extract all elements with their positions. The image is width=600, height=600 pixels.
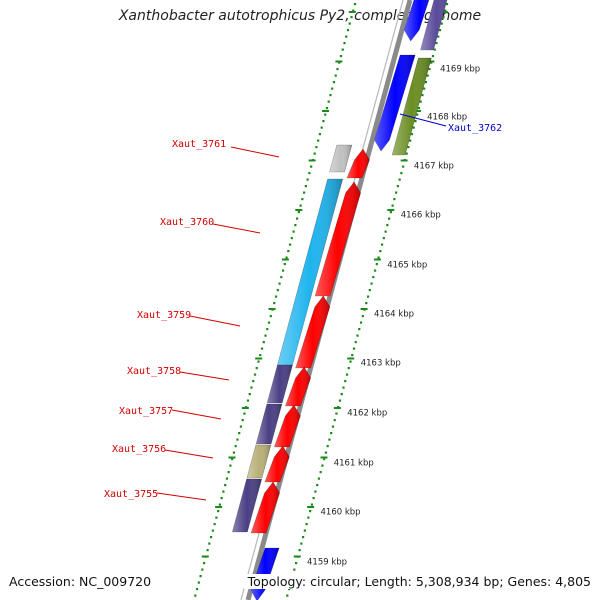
gene-label-xaut-3760: Xaut_3760: [160, 217, 261, 234]
map-title: Xanthobacter autotrophicus Py2, complete…: [118, 8, 482, 24]
reverse-cds: [403, 0, 430, 42]
gene-name: Xaut_3755: [104, 489, 158, 500]
gene-name: Xaut_3762: [448, 123, 502, 134]
leader-line: [164, 449, 214, 459]
leader-line: [212, 223, 261, 234]
gene-label-xaut-3755: Xaut_3755: [104, 489, 207, 501]
gene-label-xaut-3758: Xaut_3758: [127, 366, 230, 381]
feature-labels: 4159 kbp 4160 kbp 4161 kbp 4162 kbp 4163 kbp…: [104, 65, 502, 568]
leader-line: [179, 371, 230, 381]
outer-tick-track: [286, 3, 449, 597]
tick-marks: [194, 3, 449, 597]
leader-line: [230, 146, 280, 158]
gene-bar-xaut-3762: [391, 57, 432, 156]
ruler-label: 4164 kbp: [374, 310, 414, 320]
forward-cds: [284, 366, 311, 407]
forward-cds: [264, 445, 290, 483]
gene-label-xaut-3762: Xaut_3762: [399, 113, 502, 134]
ruler-label: 4162 kbp: [347, 409, 387, 419]
gene-bar-xaut-3757: [255, 403, 283, 445]
ruler-label: 4167 kbp: [414, 162, 454, 172]
leader-line: [189, 315, 241, 327]
topology-label: Topology: circular; Length: 5,308,934 bp…: [243, 574, 591, 589]
gene-bar-lavender: [420, 0, 448, 51]
ruler-label: 4169 kbp: [440, 65, 480, 75]
gene-name: Xaut_3758: [127, 366, 181, 377]
forward-cds: [273, 404, 301, 448]
gene-bar-xaut-3758: [266, 364, 293, 404]
gene-name: Xaut_3757: [119, 406, 173, 417]
gene-name: Xaut_3761: [172, 139, 226, 150]
ruler-label: 4163 kbp: [361, 359, 401, 369]
forward-cds: [314, 181, 361, 297]
gene-label-xaut-3757: Xaut_3757: [119, 406, 222, 420]
ruler-label: 4160 kbp: [321, 508, 361, 518]
ruler-label: 4161 kbp: [334, 459, 374, 469]
reverse-cds: [374, 54, 416, 152]
forward-cds: [295, 295, 331, 369]
ruler-label: 4165 kbp: [387, 261, 427, 271]
gene-name: Xaut_3760: [160, 217, 214, 228]
forward-cds: [346, 148, 370, 179]
gene-bar-xaut-3761: [329, 144, 353, 173]
gene-name: Xaut_3756: [112, 444, 166, 455]
gene-bar-xaut-3755: [231, 478, 263, 533]
accession-label: Accession: NC_009720: [9, 574, 152, 589]
gene-name: Xaut_3759: [137, 310, 191, 321]
leader-line: [399, 113, 447, 127]
inner-tick-track: [194, 3, 357, 597]
ruler-label: 4159 kbp: [307, 558, 347, 568]
leader-line: [171, 409, 222, 420]
gene-label-xaut-3756: Xaut_3756: [112, 444, 214, 459]
ruler-label: 4166 kbp: [401, 211, 441, 221]
gene-label-xaut-3761: Xaut_3761: [172, 139, 280, 158]
ruler-label: 4168 kbp: [427, 113, 467, 123]
gene-bar-xaut-3756: [246, 444, 272, 479]
leader-line: [156, 492, 207, 501]
gene-label-xaut-3759: Xaut_3759: [137, 310, 241, 327]
forward-cds: [250, 481, 280, 534]
